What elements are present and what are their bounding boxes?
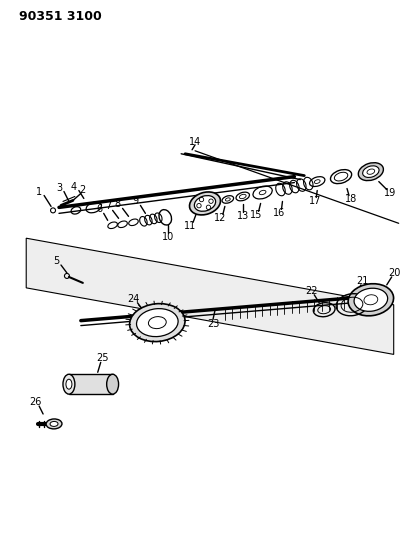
Ellipse shape xyxy=(46,419,62,429)
Text: 15: 15 xyxy=(251,211,263,220)
Text: 18: 18 xyxy=(345,195,357,205)
Text: 12: 12 xyxy=(214,213,226,223)
Ellipse shape xyxy=(358,163,384,181)
Ellipse shape xyxy=(106,374,119,394)
Text: 8: 8 xyxy=(115,199,121,209)
Text: 24: 24 xyxy=(127,294,140,304)
Ellipse shape xyxy=(130,304,185,342)
Ellipse shape xyxy=(194,196,216,211)
Polygon shape xyxy=(26,238,394,354)
Text: 3: 3 xyxy=(56,182,62,192)
FancyBboxPatch shape xyxy=(69,374,113,394)
Text: 22: 22 xyxy=(305,286,317,296)
Text: 25: 25 xyxy=(96,353,109,364)
Text: 2: 2 xyxy=(80,184,86,195)
Text: 23: 23 xyxy=(207,319,219,329)
Text: 90351 3100: 90351 3100 xyxy=(19,10,102,23)
Text: 17: 17 xyxy=(309,197,322,206)
Text: 11: 11 xyxy=(184,221,196,231)
Text: 4: 4 xyxy=(71,182,77,191)
Text: 14: 14 xyxy=(189,137,201,147)
Text: 21: 21 xyxy=(357,276,369,286)
Ellipse shape xyxy=(66,379,72,389)
Ellipse shape xyxy=(50,422,58,426)
Text: 6: 6 xyxy=(97,204,103,214)
Text: 13: 13 xyxy=(237,212,249,221)
Text: 20: 20 xyxy=(388,268,401,278)
Text: 1: 1 xyxy=(36,187,42,197)
Text: 7: 7 xyxy=(106,201,112,212)
Text: 19: 19 xyxy=(384,188,396,198)
Ellipse shape xyxy=(137,309,178,337)
Text: 10: 10 xyxy=(162,232,174,242)
Text: 5: 5 xyxy=(53,256,59,266)
Ellipse shape xyxy=(363,166,379,177)
Text: 16: 16 xyxy=(273,208,286,219)
Text: 9: 9 xyxy=(133,197,139,206)
Ellipse shape xyxy=(354,288,388,311)
Text: 26: 26 xyxy=(29,397,41,407)
Ellipse shape xyxy=(348,284,394,316)
Ellipse shape xyxy=(63,374,75,394)
Ellipse shape xyxy=(189,192,220,215)
